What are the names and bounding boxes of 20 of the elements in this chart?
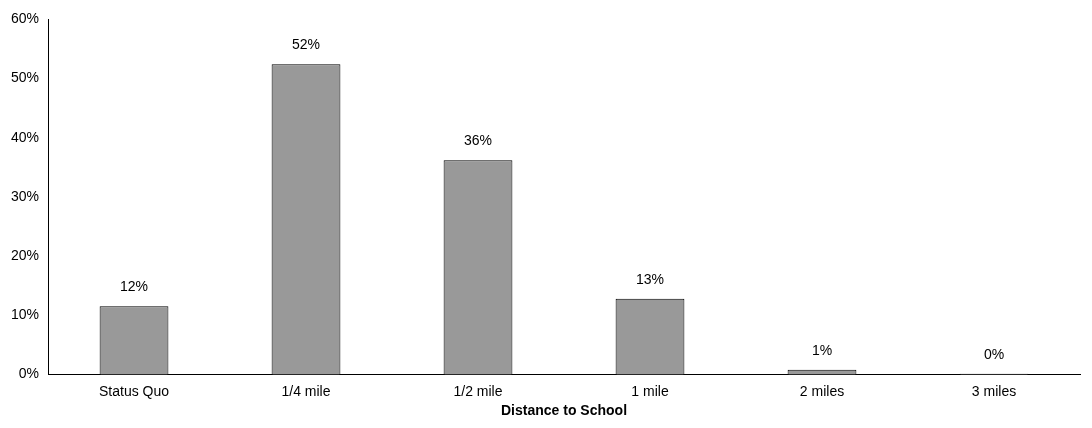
y-tick-label: 20% <box>10 246 40 263</box>
x-tick-label: 1/2 mile <box>453 382 503 399</box>
data-label: 36% <box>464 132 493 149</box>
x-tick-label: 1/4 mile <box>281 382 331 399</box>
x-tick-label: 3 miles <box>971 382 1017 399</box>
data-label: 12% <box>120 278 149 295</box>
y-tick-label: 50% <box>10 69 40 86</box>
y-tick-label: 40% <box>10 128 40 145</box>
y-tick-label: 60% <box>10 10 40 27</box>
y-tick-label: 10% <box>10 306 40 323</box>
y-tick-label: 30% <box>10 187 40 204</box>
data-label: 13% <box>635 270 665 287</box>
data-label: 1% <box>811 341 833 358</box>
x-tick-label: 1 mile <box>631 382 669 399</box>
y-tick-label: 0% <box>18 365 40 382</box>
x-axis-title: Distance to School <box>500 402 628 419</box>
data-label: 52% <box>292 36 321 53</box>
data-label: 0% <box>983 345 1005 362</box>
x-tick-label: 2 miles <box>799 382 845 399</box>
x-tick-label: Status Quo <box>99 382 170 399</box>
